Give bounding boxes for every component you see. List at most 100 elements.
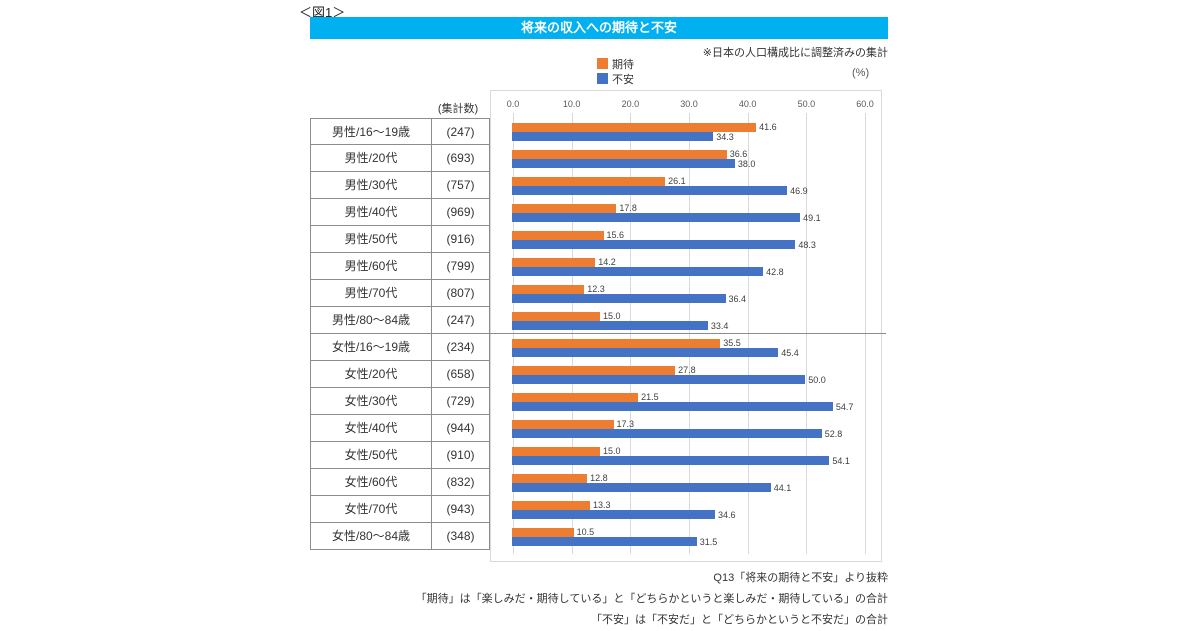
expectation-bar xyxy=(512,339,721,348)
anxiety-value: 46.9 xyxy=(790,186,808,196)
anxiety-bar xyxy=(512,483,771,492)
table-row: 男性/40代 (969) 17.8 49.1 xyxy=(310,199,886,226)
row-count: (943) xyxy=(432,496,490,523)
row-count: (247) xyxy=(432,307,490,334)
legend-item-expectation: 期待 xyxy=(597,56,634,71)
footnote-line: Q13「将来の期待と不安」より抜粋 xyxy=(713,572,888,584)
row-count: (729) xyxy=(432,388,490,415)
figure-label: ＜図1＞ xyxy=(299,5,346,20)
expectation-swatch-icon xyxy=(597,58,608,69)
expectation-value: 26.1 xyxy=(668,176,686,186)
row-count: (910) xyxy=(432,442,490,469)
table-row: 男性/60代 (799) 14.2 42.8 xyxy=(310,253,886,280)
x-axis-tick-label: 50.0 xyxy=(797,99,816,109)
anxiety-bar xyxy=(512,186,788,195)
row-count: (693) xyxy=(432,145,490,172)
expectation-value: 27.8 xyxy=(678,365,696,375)
anxiety-value: 44.1 xyxy=(773,483,792,493)
count-column-header: (集計数) xyxy=(437,103,479,115)
chart-title: 将来の収入への期待と不安 xyxy=(310,17,888,39)
expectation-value: 13.3 xyxy=(593,500,611,510)
anxiety-bar xyxy=(512,267,764,276)
table-row: 男性/80〜84歳 (247) 15.0 33.4 xyxy=(310,307,886,334)
row-label: 男性/70代 xyxy=(310,280,432,307)
x-axis-tick-label: 10.0 xyxy=(562,99,581,109)
row-label: 女性/70代 xyxy=(310,496,432,523)
table-row: 男性/70代 (807) 12.3 36.4 xyxy=(310,280,886,307)
anxiety-bar xyxy=(512,456,830,465)
anxiety-value: 31.5 xyxy=(699,537,718,547)
footnote-line: 「不安」は「不安だ」と「どちらかというと不安だ」の合計 xyxy=(591,614,888,626)
x-axis-tick-label: 20.0 xyxy=(621,99,640,109)
row-label: 男性/40代 xyxy=(310,199,432,226)
anxiety-bar xyxy=(512,537,697,546)
x-axis-tick-label: 30.0 xyxy=(680,99,698,109)
anxiety-value: 34.6 xyxy=(718,510,736,520)
anxiety-swatch-icon xyxy=(597,73,608,84)
row-label: 女性/60代 xyxy=(310,469,432,496)
expectation-bar xyxy=(512,528,574,537)
x-axis-tick-label: 40.0 xyxy=(738,99,757,109)
row-count: (969) xyxy=(432,199,490,226)
percent-unit-label: (%) xyxy=(852,67,870,79)
row-count: (807) xyxy=(432,280,490,307)
row-label: 男性/20代 xyxy=(310,145,432,172)
table-row: 女性/20代 (658) 27.8 50.0 xyxy=(310,361,886,388)
expectation-value: 36.6 xyxy=(729,149,748,159)
anxiety-value: 50.0 xyxy=(808,375,826,385)
anxiety-value: 38.0 xyxy=(737,159,756,169)
row-count: (658) xyxy=(432,361,490,388)
anxiety-bar xyxy=(512,213,801,222)
expectation-bar xyxy=(512,177,666,186)
anxiety-value: 52.8 xyxy=(824,429,843,439)
expectation-value: 12.8 xyxy=(590,473,608,483)
footnote-line: 「期待」は「楽しみだ・期待している」と「どちらかというと楽しみだ・期待している」… xyxy=(415,593,888,605)
row-label: 男性/30代 xyxy=(310,172,432,199)
expectation-bar xyxy=(512,474,588,483)
table-row: 女性/70代 (943) 13.3 34.6 xyxy=(310,496,886,523)
table-row: 男性/50代 (916) 15.6 48.3 xyxy=(310,226,886,253)
expectation-value: 17.3 xyxy=(616,419,635,429)
row-label: 女性/40代 xyxy=(310,415,432,442)
table-row: 男性/16〜19歳 (247) 41.6 34.3 xyxy=(310,118,886,145)
anxiety-bar xyxy=(512,402,833,411)
expectation-bar xyxy=(512,285,585,294)
row-label: 女性/80〜84歳 xyxy=(310,523,432,550)
expectation-bar xyxy=(512,447,600,456)
anxiety-value: 48.3 xyxy=(798,240,816,250)
expectation-value: 17.8 xyxy=(619,203,637,213)
expectation-value: 21.5 xyxy=(641,392,659,402)
expectation-value: 15.0 xyxy=(603,311,621,321)
footnotes: Q13「将来の期待と不安」より抜粋 「期待」は「楽しみだ・期待している」と「どち… xyxy=(400,568,888,631)
expectation-value: 15.6 xyxy=(606,230,625,240)
x-axis-tick-label: 0.0 xyxy=(506,99,520,109)
anxiety-bar xyxy=(512,159,735,168)
row-count: (348) xyxy=(432,523,490,550)
row-label: 男性/50代 xyxy=(310,226,432,253)
expectation-value: 14.2 xyxy=(598,257,616,267)
expectation-bar xyxy=(512,204,617,213)
expectation-value: 10.5 xyxy=(576,527,595,537)
adjustment-note: ※日本の人口構成比に調整済みの集計 xyxy=(702,47,888,59)
legend-anxiety-label: 不安 xyxy=(612,73,634,86)
expectation-bar xyxy=(512,393,639,402)
anxiety-bar xyxy=(512,429,822,438)
row-count: (757) xyxy=(432,172,490,199)
row-count: (916) xyxy=(432,226,490,253)
row-label: 女性/30代 xyxy=(310,388,432,415)
anxiety-value: 33.4 xyxy=(710,321,729,331)
expectation-value: 41.6 xyxy=(759,122,777,132)
row-label: 女性/20代 xyxy=(310,361,432,388)
row-label: 男性/60代 xyxy=(310,253,432,280)
row-count: (832) xyxy=(432,469,490,496)
anxiety-value: 49.1 xyxy=(803,213,821,223)
expectation-bar xyxy=(512,312,600,321)
table-row: 女性/80〜84歳 (348) 10.5 31.5 xyxy=(310,523,886,550)
expectation-bar xyxy=(512,501,590,510)
expectation-bar xyxy=(512,150,727,159)
expectation-value: 35.5 xyxy=(723,338,741,348)
expectation-bar xyxy=(512,420,614,429)
table-row: 男性/20代 (693) 36.6 38.0 xyxy=(310,145,886,172)
expectation-bar xyxy=(512,231,604,240)
table-row: 女性/60代 (832) 12.8 44.1 xyxy=(310,469,886,496)
